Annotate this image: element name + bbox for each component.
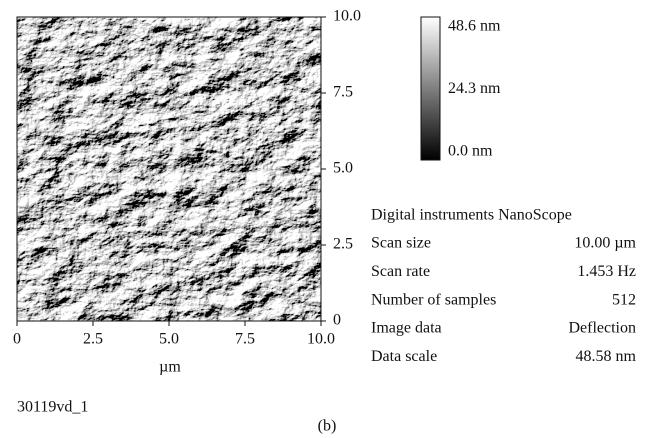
caption: (b) — [318, 418, 337, 435]
info-value: 512 — [612, 291, 636, 308]
x-tick-label: 0 — [13, 331, 21, 348]
y-tick-label: 7.5 — [333, 84, 353, 101]
filename: 30119vd_1 — [17, 399, 88, 416]
info-key: Number of samples — [371, 291, 496, 308]
info-value: 48.58 nm — [576, 348, 637, 365]
info-key: Data scale — [371, 348, 437, 365]
y-tick-label: 5.0 — [333, 160, 353, 177]
x-tick-label: 5.0 — [159, 331, 179, 348]
y-tick-label: 10.0 — [333, 8, 361, 25]
colorbar-label: 24.3 nm — [448, 80, 501, 97]
x-tick-label: 7.5 — [235, 331, 255, 348]
colorbar-label: 0.0 nm — [448, 143, 493, 160]
info-value: 1.453 Hz — [577, 263, 636, 280]
info-key: Scan rate — [371, 263, 430, 280]
afm-image — [17, 17, 321, 321]
colorbar-label: 48.6 nm — [448, 18, 501, 35]
x-axis-label: µm — [159, 359, 181, 376]
info-value: Deflection — [568, 320, 636, 337]
y-tick-label: 2.5 — [333, 236, 353, 253]
info-value: 10.00 µm — [574, 235, 636, 252]
info-title: Digital instruments NanoScope — [371, 207, 572, 224]
info-key: Image data — [371, 320, 442, 337]
info-key: Scan size — [371, 235, 431, 252]
figure: µm 30119vd_1 (b) Digital instruments Nan… — [0, 0, 654, 438]
x-tick-label: 10.0 — [307, 331, 335, 348]
y-tick-label: 0 — [333, 312, 341, 329]
x-tick-label: 2.5 — [83, 331, 103, 348]
colorbar — [421, 17, 440, 160]
